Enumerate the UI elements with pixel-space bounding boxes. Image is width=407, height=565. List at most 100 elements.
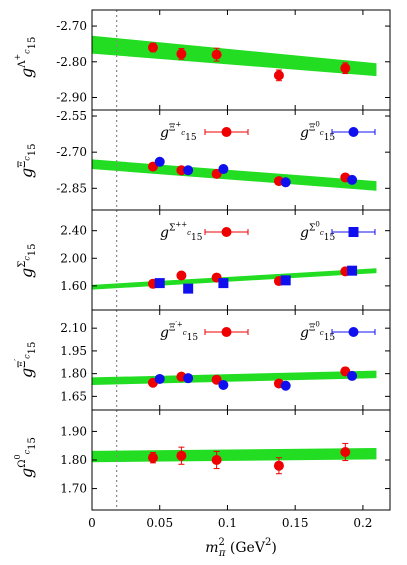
label-base: g: [17, 268, 36, 278]
x-tick-label: 0.2: [353, 516, 372, 530]
y-axis-label: gΞ′c15: [13, 342, 38, 378]
y-tick-label: -2.55: [56, 109, 87, 123]
data-point: [176, 270, 187, 281]
label-superscript-sub: c: [320, 329, 324, 337]
label-base: g: [300, 225, 309, 241]
data-point: [347, 370, 358, 381]
label-subscript: 15: [27, 143, 38, 156]
data-point: [211, 374, 222, 385]
data-point: [218, 380, 229, 390]
data-point: [183, 165, 194, 176]
legend-label: gΞ0c15: [300, 121, 335, 143]
panel-frame: [91, 109, 391, 211]
label-subscript: 15: [191, 233, 203, 243]
legend-label: gΣ++c15: [160, 221, 203, 243]
data-point: [280, 177, 291, 188]
x-axis-label: m2 π (GeV2): [205, 537, 277, 559]
data-point: [154, 278, 165, 289]
label-superscript: Σ: [169, 224, 175, 234]
label-subscript: 15: [27, 437, 38, 450]
label-superscript: Ξ: [169, 124, 175, 134]
label-superscript: Ξ: [17, 361, 28, 368]
legend-entry: gΞ+c15: [160, 121, 249, 143]
y-tick-label: 2.40: [60, 224, 87, 238]
panel-frame: [91, 409, 391, 511]
label-base: g: [300, 325, 309, 341]
y-tick-label: -2.85: [56, 181, 87, 195]
label-superscript-sub: c: [23, 156, 32, 161]
data-point: [280, 275, 291, 286]
fit-band: [92, 268, 377, 290]
label-superscript: Ξ: [309, 124, 315, 134]
data-point: [211, 49, 222, 60]
data-point: [347, 265, 358, 276]
label-subscript: 15: [324, 233, 336, 243]
data-point: [147, 452, 158, 463]
x-label-sub: π: [218, 548, 226, 559]
label-base: g: [17, 468, 36, 478]
y-tick-label: 1.95: [60, 344, 87, 358]
legend-entry: gΞ′+c15: [160, 321, 249, 343]
label-superscript-sub: c: [183, 329, 187, 337]
label-superscript-sub: c: [181, 129, 185, 137]
legend-marker: [348, 127, 359, 137]
data-point: [340, 447, 351, 457]
label-subscript: 15: [27, 37, 38, 50]
label-superscript-sub: c: [187, 229, 191, 237]
label-superscript-sub: c: [23, 256, 32, 261]
series-blue: [154, 370, 358, 391]
series-blue: [154, 156, 358, 188]
label-superscript-charge: +: [13, 54, 22, 61]
y-tick-label: 1.70: [60, 482, 87, 496]
x-label-base: m: [205, 540, 218, 556]
y-axis-label: gΛ+c15: [13, 37, 38, 78]
label-superscript: Ξ: [17, 161, 28, 168]
y-tick-label: 1.80: [60, 453, 87, 467]
label-base: g: [160, 325, 169, 341]
data-point: [147, 42, 158, 53]
data-point: [347, 174, 358, 185]
label-superscript-sub: c: [23, 449, 32, 454]
y-axis-label: gΩ0c15: [13, 437, 38, 478]
panel-omega_c: 1.70 1.80 1.90 gΩ0c15: [13, 409, 391, 511]
series-red: [147, 42, 351, 82]
label-superscript-charge: 0: [315, 121, 319, 129]
legend-entry: gΣ0c15: [300, 221, 376, 243]
label-subscript: 15: [324, 133, 336, 143]
label-base: g: [17, 68, 36, 78]
legend-marker: [348, 327, 359, 337]
y-tick-label: -2.70: [56, 19, 87, 33]
legend-marker: [221, 227, 232, 237]
data-point: [273, 70, 284, 81]
data-point: [340, 63, 351, 74]
legend-entry: gΞ0c15: [300, 121, 376, 143]
x-label-unit-close: ): [271, 540, 276, 556]
label-superscript-charge: ′: [13, 359, 22, 361]
label-superscript: Λ: [17, 60, 28, 69]
legend-entry: gΞ0c15: [300, 321, 376, 343]
label-subscript: 15: [27, 243, 38, 256]
x-tick-label: 0: [88, 516, 96, 530]
y-tick-label: -2.80: [56, 55, 87, 69]
label-superscript-charge: 0: [13, 454, 22, 459]
label-superscript-charge: 0: [315, 321, 319, 329]
fit-band: [92, 448, 377, 463]
legend-label: gΞ′+c15: [160, 321, 198, 343]
label-superscript: Ξ: [169, 324, 175, 334]
data-point: [211, 455, 222, 465]
label-superscript: Σ: [309, 224, 315, 234]
x-axis: 0 0.05 0.1 0.15 0.2: [88, 516, 372, 530]
data-point: [183, 373, 194, 384]
label-superscript-charge: +: [175, 121, 181, 129]
y-tick-label: 1.90: [60, 424, 87, 438]
label-superscript: Σ: [17, 261, 28, 268]
label-superscript-charge: ++: [175, 221, 187, 229]
legend-entry: gΣ++c15: [160, 221, 249, 243]
data-point: [176, 450, 187, 461]
data-point: [176, 48, 187, 59]
label-base: g: [17, 368, 36, 378]
label-superscript-sub: c: [320, 229, 324, 237]
x-tick-label: 0.05: [146, 516, 173, 530]
